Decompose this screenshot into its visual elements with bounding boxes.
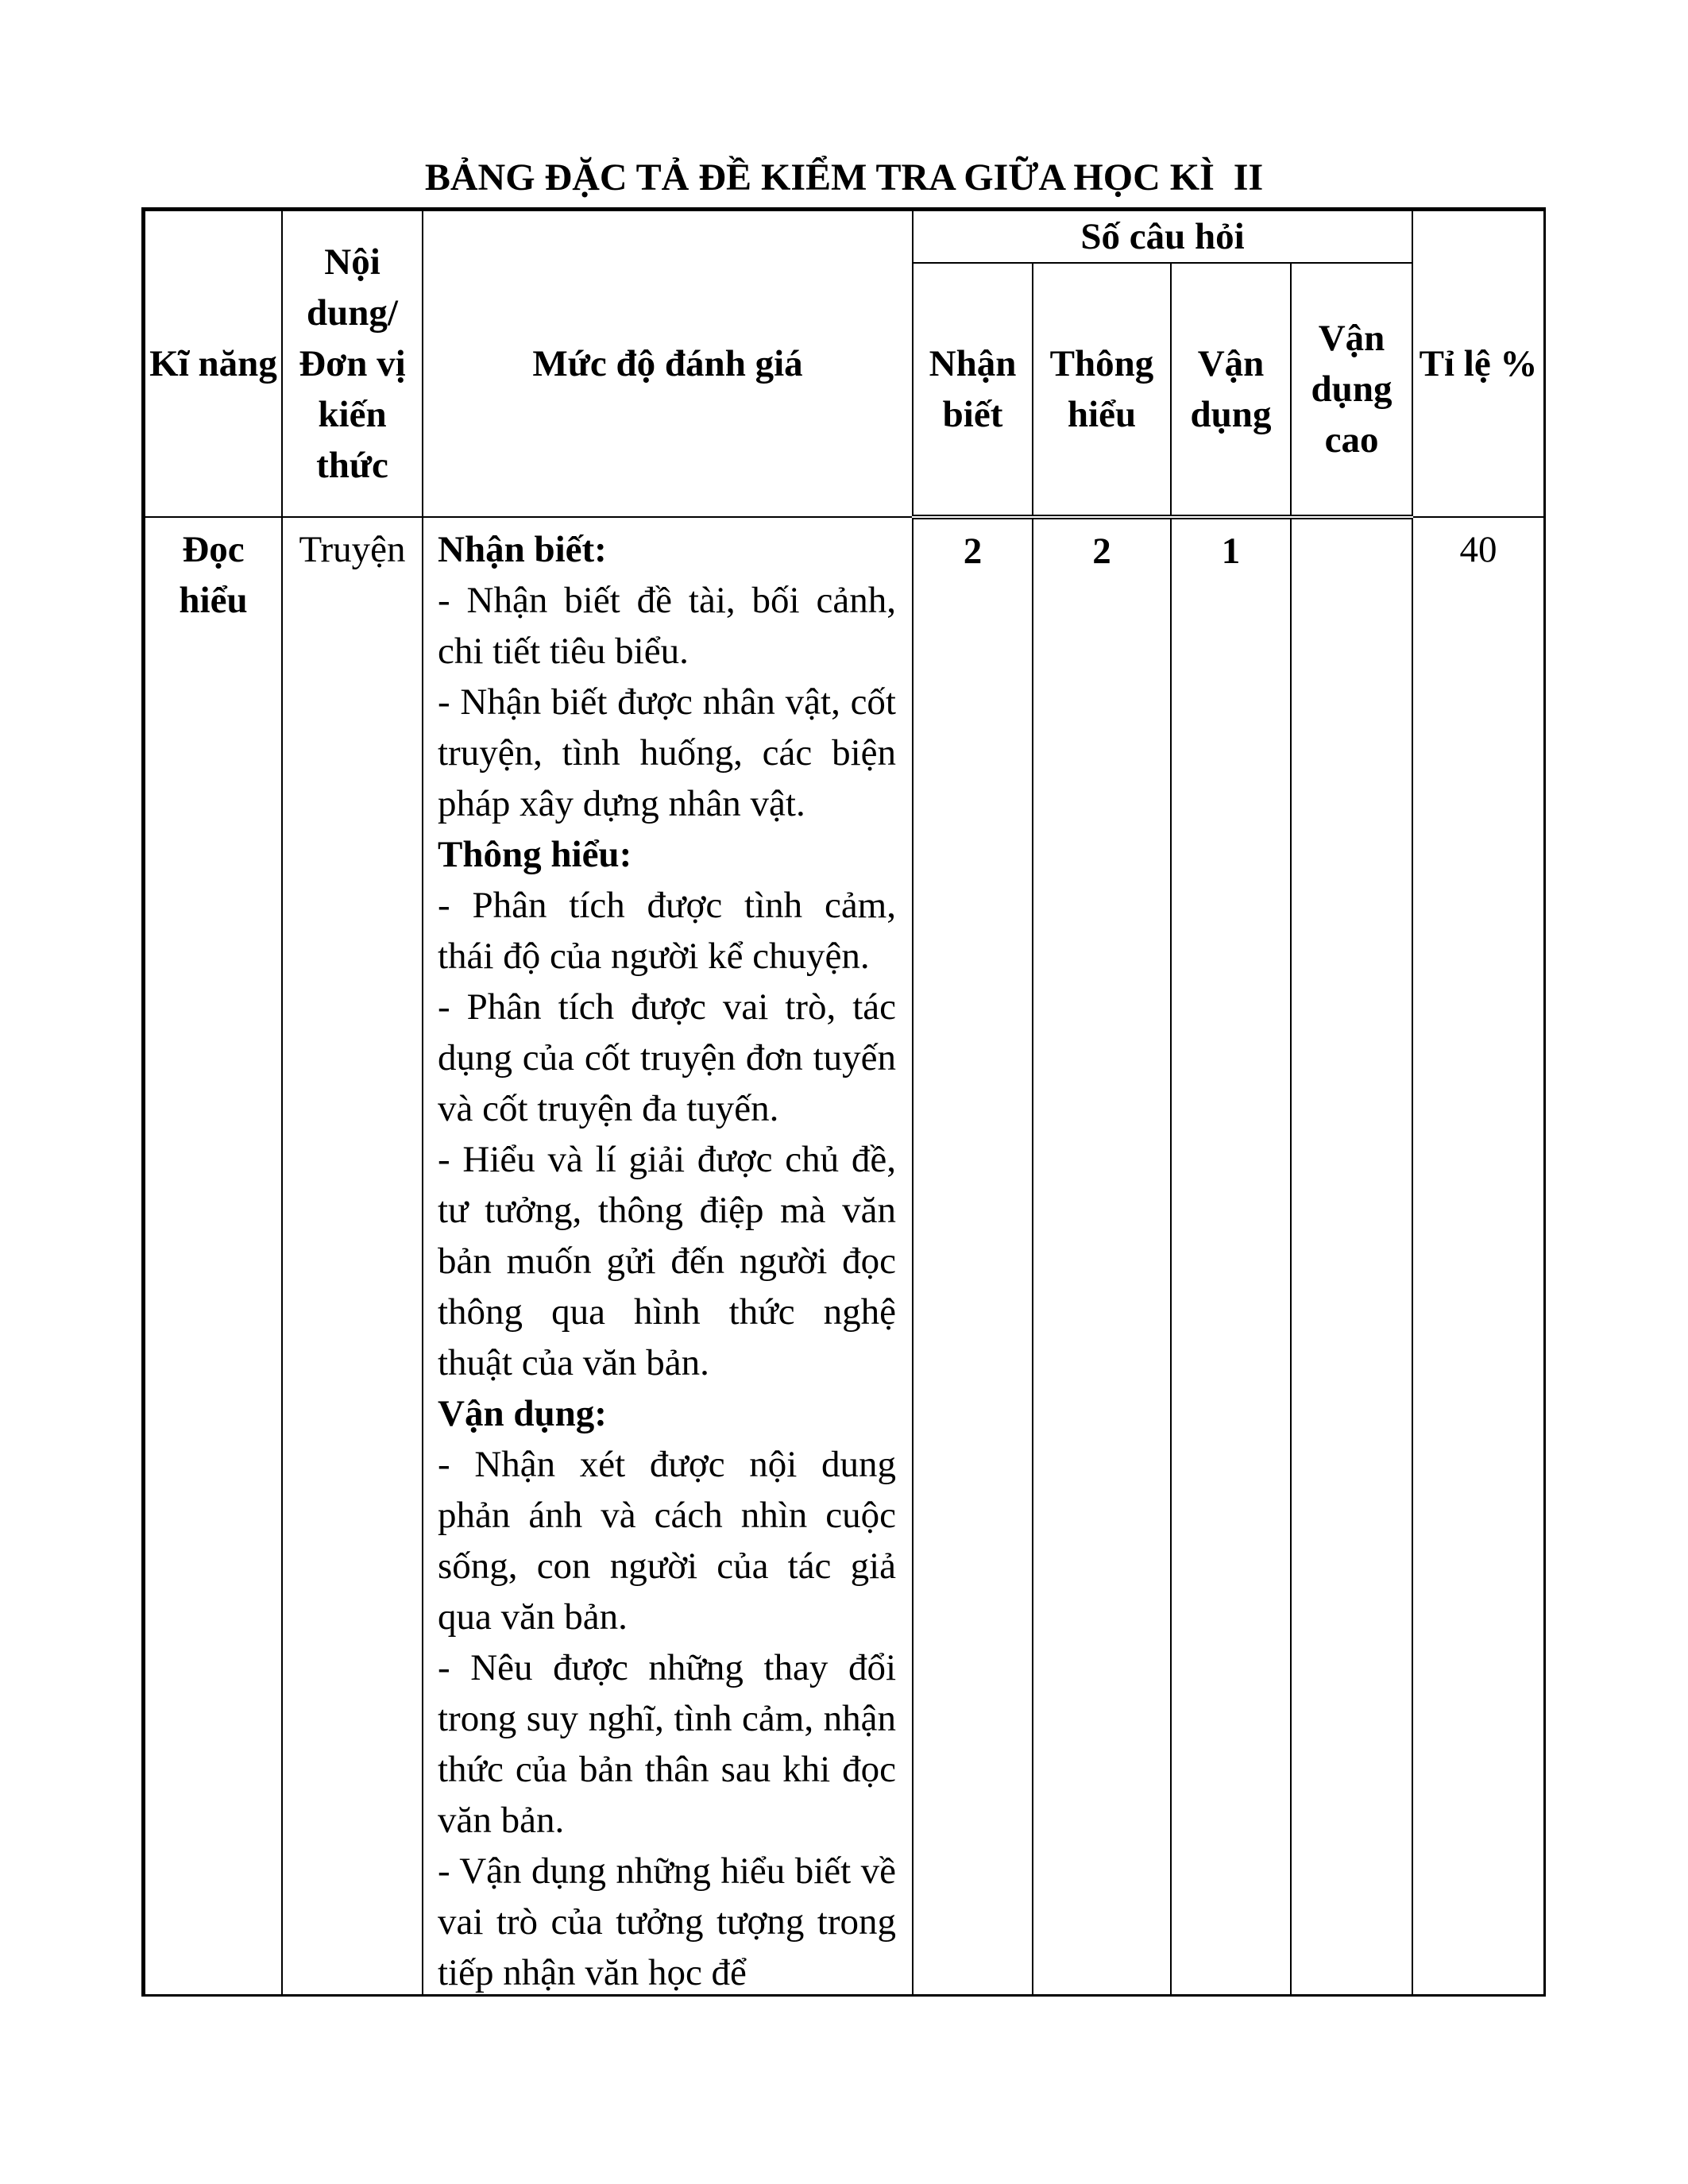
cell-muc-do: Nhận biết: - Nhận biết đề tài, bối cảnh, … <box>422 516 914 1994</box>
header-van-dung: Vận dụng <box>1170 262 1292 519</box>
header-van-dung-cao: Vận dụng cao <box>1289 262 1414 519</box>
header-so-cau-hoi: Số câu hỏi <box>911 210 1414 264</box>
header-noi-dung: Nội dung/ Đơn vị kiến thức <box>281 210 423 518</box>
criterion-item: - Nhận biết đề tài, bối cảnh, chi tiết t… <box>438 580 896 672</box>
header-nhan-biet: Nhận biết <box>912 262 1033 519</box>
cell-ki-nang: Đọc hiểu <box>144 516 283 1994</box>
header-thong-hieu: Thông hiểu <box>1032 262 1172 519</box>
header-ki-nang: Kĩ năng <box>144 210 283 518</box>
criterion-item: - Phân tích được tình cảm, thái độ của n… <box>438 885 896 977</box>
page-title: BẢNG ĐẶC TẢ ĐỀ KIỂM TRA GIỮA HỌC KÌ II <box>424 156 1264 199</box>
table-row: Đọc hiểu Truyện Nhận biết: - Nhận biết đề… <box>144 516 1543 1994</box>
criterion-item: - Vận dụng những hiểu biết về vai trò củ… <box>438 1850 896 1993</box>
spec-table: Kĩ năng Nội dung/ Đơn vị kiến thức Mức đ… <box>144 210 1543 1994</box>
criterion-item: - Hiểu và lí giải được chủ đề, tư tưởng,… <box>438 1139 896 1383</box>
level-heading: Nhận biết: <box>438 529 607 570</box>
cell-ti-le: 40 <box>1412 516 1543 1994</box>
cell-van-dung-cao <box>1289 516 1414 1994</box>
criterion-item: - Nhận xét được nội dung phản ánh và các… <box>438 1444 896 1638</box>
cell-thong-hieu: 2 <box>1032 516 1172 1994</box>
cell-van-dung: 1 <box>1170 516 1292 1994</box>
cell-noi-dung: Truyện <box>281 516 423 1994</box>
criterion-item: - Phân tích được vai trò, tác dụng của c… <box>438 986 896 1129</box>
level-heading: Thông hiểu: <box>438 834 632 875</box>
header-muc-do: Mức độ đánh giá <box>422 210 914 518</box>
spec-table-container: Kĩ năng Nội dung/ Đơn vị kiến thức Mức đ… <box>141 207 1546 1997</box>
header-row-2: Nhận biết Thông hiểu Vận dụng Vận dụng c… <box>145 262 1543 519</box>
header-ti-le: Tỉ lệ % <box>1412 210 1543 518</box>
criterion-item: - Nêu được những thay đổi trong suy nghĩ… <box>438 1647 896 1841</box>
criterion-item: - Nhận biết được nhân vật, cốt truyện, t… <box>438 681 896 824</box>
cell-nhan-biet: 2 <box>912 516 1033 1994</box>
level-heading: Vận dụng: <box>438 1393 607 1434</box>
header-row-1: Kĩ năng Nội dung/ Đơn vị kiến thức Mức đ… <box>144 210 1543 518</box>
